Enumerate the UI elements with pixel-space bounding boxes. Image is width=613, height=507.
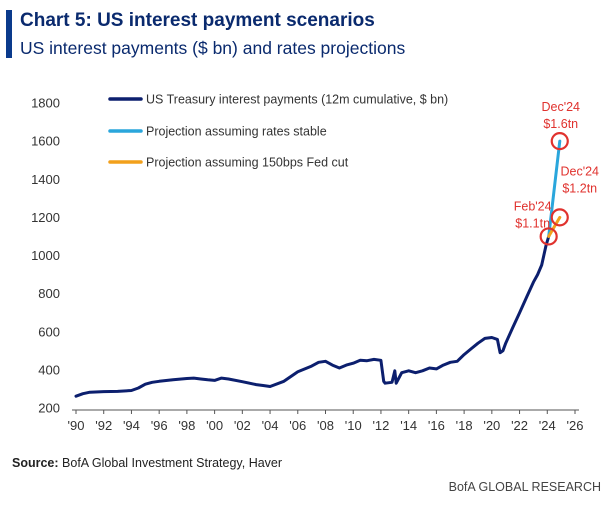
annotation-label-value: $1.1tn [515, 216, 550, 230]
x-tick-label: '04 [262, 418, 279, 433]
x-tick-label: '12 [372, 418, 389, 433]
x-tick-label: '24 [539, 418, 556, 433]
x-tick-label: '00 [206, 418, 223, 433]
annotation-circle [550, 208, 569, 227]
x-tick-label: '08 [317, 418, 334, 433]
line-chart: 200 400 600 800 1000 1200 1400 1600 1800 '90 '92 '9… [31, 93, 599, 434]
x-tick-label: '20 [483, 418, 500, 433]
series-line-rates-stable [547, 139, 562, 238]
x-tick-label: '18 [456, 418, 473, 433]
source-text: BofA Global Investment Strategy, Haver [62, 456, 283, 470]
annotation-label-date: Dec'24 [560, 164, 599, 178]
x-tick-label: '98 [178, 418, 195, 433]
title-accent-bar [6, 10, 12, 58]
x-tick-label: '22 [511, 418, 528, 433]
y-tick-label: 1800 [31, 96, 60, 111]
source-label: Source: [12, 456, 59, 470]
legend-entry-fed-cut-label: Projection assuming 150bps Fed cut [146, 156, 349, 170]
legend-entry-interest-payments-label: US Treasury interest payments (12m cumul… [146, 93, 448, 107]
annotation-circle [550, 132, 569, 151]
annotation-label-date: Dec'24 [541, 100, 580, 114]
source-note: Source: BofA Global Investment Strategy,… [12, 456, 282, 470]
annotation-label-value: $1.6tn [543, 117, 578, 131]
annotation-label-value: $1.2tn [562, 181, 597, 195]
annotation-circle [539, 227, 558, 246]
series-line-fed-cut [547, 215, 562, 238]
x-tick-label: '92 [95, 418, 112, 433]
y-tick-label: 200 [38, 401, 60, 416]
x-tick-label: '02 [234, 418, 251, 433]
chart-title: Chart 5: US interest payment scenarios [20, 10, 375, 31]
y-tick-label: 1200 [31, 210, 60, 225]
series-line-interest-payments [74, 234, 551, 398]
y-tick-label: 1600 [31, 134, 60, 149]
credit-label: BofA GLOBAL RESEARCH [448, 480, 601, 494]
x-tick-label: '06 [289, 418, 306, 433]
y-tick-label: 800 [38, 286, 60, 301]
x-tick-label: '96 [151, 418, 168, 433]
y-tick-label: 1400 [31, 172, 60, 187]
x-tick-label: '26 [567, 418, 584, 433]
x-tick-label: '94 [123, 418, 140, 433]
y-tick-label: 1000 [31, 248, 60, 263]
x-tick-label: '16 [428, 418, 445, 433]
x-tick-label: '90 [68, 418, 85, 433]
annotation-label-date: Feb'24 [514, 199, 552, 213]
x-tick-label: '14 [400, 418, 417, 433]
chart-subtitle: US interest payments ($ bn) and rates pr… [20, 38, 406, 58]
y-tick-label: 600 [38, 324, 60, 339]
x-tick-label: '10 [345, 418, 362, 433]
y-tick-label: 400 [38, 362, 60, 377]
legend-entry-rates-stable-label: Projection assuming rates stable [146, 125, 327, 139]
